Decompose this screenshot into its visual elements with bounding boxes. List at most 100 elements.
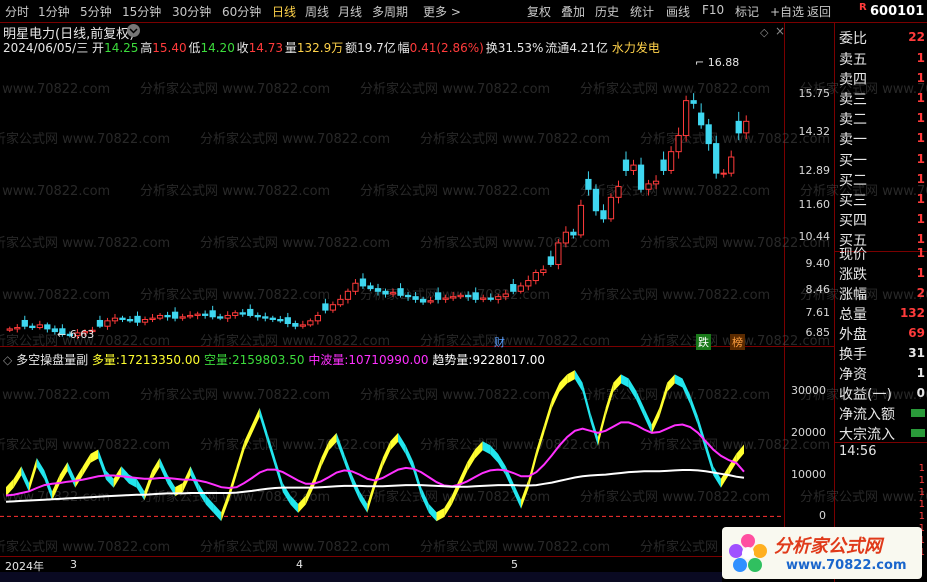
candle[interactable] — [194, 311, 201, 320]
candle[interactable] — [111, 313, 119, 324]
candle[interactable] — [21, 315, 28, 330]
tab-1min[interactable]: 1分钟 — [38, 5, 70, 19]
event-bang[interactable]: 榜 — [730, 334, 745, 350]
tab-30min[interactable]: 30分钟 — [172, 5, 212, 19]
candle[interactable] — [164, 311, 171, 321]
candle[interactable] — [585, 171, 592, 196]
candle[interactable] — [427, 296, 434, 305]
candle[interactable] — [81, 329, 89, 336]
tab-fenshi[interactable]: 分时 — [5, 5, 30, 19]
candle[interactable] — [532, 269, 539, 285]
candle[interactable] — [202, 310, 209, 319]
diamond-icon[interactable]: ◇ — [760, 26, 769, 39]
candle[interactable] — [615, 180, 622, 204]
candle[interactable] — [367, 282, 374, 291]
candle[interactable] — [186, 311, 194, 319]
candle[interactable] — [434, 287, 442, 304]
candle[interactable] — [457, 292, 464, 299]
candle[interactable] — [630, 159, 637, 175]
btn-diejia[interactable]: 叠加 — [561, 5, 586, 19]
candle[interactable] — [705, 118, 712, 151]
candle[interactable] — [59, 324, 66, 337]
candle[interactable] — [171, 307, 179, 322]
candle[interactable] — [224, 311, 231, 322]
candle[interactable] — [314, 311, 322, 325]
candle[interactable] — [480, 294, 487, 303]
tab-monthly[interactable]: 月线 — [338, 5, 363, 19]
btn-back[interactable]: 返回 — [807, 5, 832, 19]
candle[interactable] — [637, 157, 645, 193]
candle[interactable] — [141, 316, 149, 326]
tab-daily[interactable]: 日线 — [272, 5, 297, 19]
candle[interactable] — [404, 292, 412, 301]
candle[interactable] — [51, 325, 58, 335]
btn-huaxian[interactable]: 画线 — [666, 5, 691, 19]
candle[interactable] — [217, 313, 224, 321]
candle[interactable] — [495, 294, 502, 304]
candle[interactable] — [126, 315, 134, 323]
btn-lishi[interactable]: 历史 — [595, 5, 620, 19]
candlestick-chart[interactable] — [0, 55, 784, 345]
bottom-tab-strip[interactable] — [0, 572, 722, 582]
candle[interactable] — [652, 175, 660, 190]
candle[interactable] — [254, 312, 261, 321]
tab-multiperiod[interactable]: 多周期 — [372, 5, 409, 19]
candle[interactable] — [382, 288, 389, 298]
event-die[interactable]: 跌 — [696, 334, 711, 350]
candle[interactable] — [269, 315, 276, 323]
candle[interactable] — [277, 315, 284, 323]
candle[interactable] — [329, 301, 337, 313]
candle[interactable] — [232, 310, 239, 319]
candle[interactable] — [397, 283, 404, 298]
candle[interactable] — [713, 135, 720, 179]
candle[interactable] — [728, 150, 735, 177]
candle[interactable] — [322, 298, 329, 314]
btn-tongji[interactable]: 统计 — [630, 5, 655, 19]
candle[interactable] — [675, 127, 682, 159]
event-cai[interactable]: 财 — [494, 336, 505, 349]
chart-menu-icon[interactable] — [127, 24, 140, 37]
candle[interactable] — [344, 288, 352, 304]
candle[interactable] — [592, 184, 600, 216]
indicator-chart[interactable] — [0, 366, 784, 554]
candle[interactable] — [89, 326, 96, 334]
candle[interactable] — [502, 289, 509, 301]
candle[interactable] — [284, 312, 291, 328]
candle[interactable] — [134, 311, 141, 326]
candle[interactable] — [262, 312, 269, 322]
candle[interactable] — [450, 292, 457, 301]
candle[interactable] — [472, 287, 479, 303]
candle[interactable] — [156, 313, 164, 321]
candle[interactable] — [720, 169, 727, 178]
candle[interactable] — [412, 292, 419, 303]
candle[interactable] — [540, 265, 547, 276]
btn-f10[interactable]: F10 — [702, 3, 725, 17]
indicator-collapse-icon[interactable]: ◇ — [3, 353, 13, 367]
tab-more[interactable]: 更多 > — [423, 5, 461, 19]
candle[interactable] — [74, 329, 81, 340]
candle[interactable] — [359, 273, 367, 289]
close-icon[interactable]: × — [775, 24, 786, 38]
tab-weekly[interactable]: 周线 — [305, 5, 330, 19]
candle[interactable] — [660, 151, 667, 175]
candle[interactable] — [645, 179, 652, 196]
candle[interactable] — [14, 324, 21, 333]
candle[interactable] — [487, 293, 494, 302]
candle[interactable] — [307, 318, 314, 327]
candle[interactable] — [66, 331, 74, 338]
candle[interactable] — [337, 294, 344, 307]
candle[interactable] — [44, 322, 51, 333]
candle[interactable] — [667, 146, 675, 174]
candle[interactable] — [96, 315, 104, 329]
tab-60min[interactable]: 60分钟 — [222, 5, 262, 19]
candle[interactable] — [247, 304, 254, 318]
candle[interactable] — [292, 320, 299, 330]
candle[interactable] — [743, 115, 750, 140]
candle[interactable] — [389, 288, 397, 297]
candle[interactable] — [570, 228, 577, 239]
candle[interactable] — [36, 320, 43, 330]
candle[interactable] — [690, 93, 697, 109]
btn-add-watchlist[interactable]: +自选 — [770, 5, 805, 19]
candle[interactable] — [119, 315, 126, 323]
tab-15min[interactable]: 15分钟 — [122, 5, 162, 19]
